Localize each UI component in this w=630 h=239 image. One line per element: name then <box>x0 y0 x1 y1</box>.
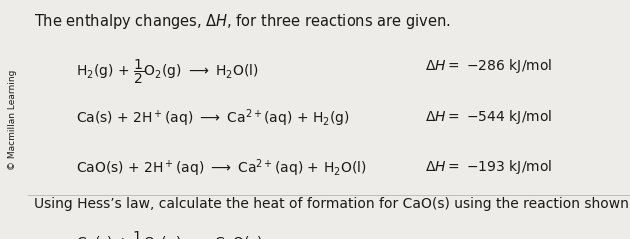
Text: CaO(s) + 2H$^+$(aq) $\longrightarrow$ Ca$^{2+}$(aq) + H$_2$O(l): CaO(s) + 2H$^+$(aq) $\longrightarrow$ Ca… <box>76 158 367 179</box>
Text: Using Hess’s law, calculate the heat of formation for CaO(s) using the reaction : Using Hess’s law, calculate the heat of … <box>35 197 630 211</box>
Text: The enthalpy changes, $\Delta H$, for three reactions are given.: The enthalpy changes, $\Delta H$, for th… <box>35 12 451 31</box>
Text: H$_2$(g) + $\dfrac{1}{2}$O$_2$(g) $\longrightarrow$ H$_2$O(l): H$_2$(g) + $\dfrac{1}{2}$O$_2$(g) $\long… <box>76 57 259 86</box>
Text: $\Delta H =$ $-$544 kJ/mol: $\Delta H =$ $-$544 kJ/mol <box>425 108 553 125</box>
Text: $\Delta H =$ $-$286 kJ/mol: $\Delta H =$ $-$286 kJ/mol <box>425 57 553 75</box>
Text: Ca(s) + 2H$^+$(aq) $\longrightarrow$ Ca$^{2+}$(aq) + H$_2$(g): Ca(s) + 2H$^+$(aq) $\longrightarrow$ Ca$… <box>76 108 350 129</box>
Text: Ca(s) + $\dfrac{1}{2}$O$_2$(g) $\longrightarrow$ CaO(s): Ca(s) + $\dfrac{1}{2}$O$_2$(g) $\longrig… <box>76 229 263 239</box>
Text: $\Delta H =$ $-$193 kJ/mol: $\Delta H =$ $-$193 kJ/mol <box>425 158 553 176</box>
Text: © Macmillan Learning: © Macmillan Learning <box>8 69 17 170</box>
